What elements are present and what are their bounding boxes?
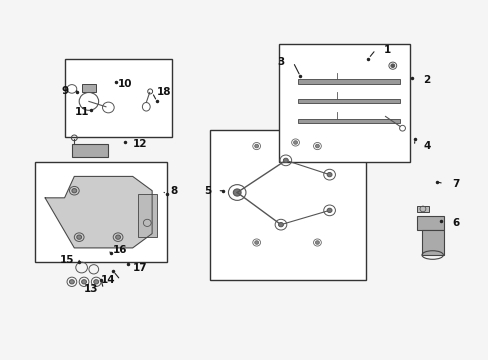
Text: 5: 5: [204, 186, 211, 196]
Polygon shape: [45, 176, 152, 248]
Bar: [210, 130, 366, 280]
Text: 13: 13: [84, 284, 99, 294]
Ellipse shape: [233, 189, 241, 196]
Ellipse shape: [278, 222, 283, 227]
Text: 12: 12: [132, 139, 147, 149]
Bar: [421, 230, 443, 255]
Ellipse shape: [72, 189, 77, 193]
Bar: [416, 206, 428, 212]
Ellipse shape: [77, 235, 81, 239]
Text: 1: 1: [384, 45, 391, 55]
Ellipse shape: [116, 235, 120, 239]
Bar: [297, 99, 399, 103]
Ellipse shape: [315, 144, 319, 148]
Bar: [35, 162, 166, 262]
Ellipse shape: [326, 208, 331, 212]
Text: 17: 17: [132, 262, 147, 273]
Text: 18: 18: [157, 87, 171, 98]
Bar: [297, 118, 399, 123]
Text: 9: 9: [61, 86, 68, 96]
Ellipse shape: [254, 144, 258, 148]
Ellipse shape: [94, 280, 99, 284]
Text: 6: 6: [451, 218, 459, 228]
Ellipse shape: [326, 172, 331, 177]
Text: 11: 11: [74, 107, 89, 117]
Bar: [81, 84, 96, 93]
Bar: [297, 79, 399, 84]
Ellipse shape: [81, 280, 86, 284]
Bar: [64, 59, 171, 137]
Bar: [278, 44, 409, 162]
Bar: [416, 216, 443, 230]
Text: 15: 15: [60, 255, 74, 265]
Text: 7: 7: [451, 179, 459, 189]
Ellipse shape: [69, 280, 74, 284]
Ellipse shape: [283, 158, 287, 162]
Text: 10: 10: [118, 78, 132, 89]
Text: 3: 3: [277, 57, 284, 67]
Ellipse shape: [293, 141, 297, 144]
Text: 14: 14: [101, 275, 116, 285]
Bar: [72, 144, 108, 157]
Text: 16: 16: [113, 245, 127, 255]
Text: 2: 2: [422, 75, 429, 85]
Ellipse shape: [254, 241, 258, 244]
Text: 8: 8: [170, 186, 177, 196]
Bar: [137, 194, 157, 237]
Text: 4: 4: [422, 141, 429, 151]
Ellipse shape: [315, 241, 319, 244]
Ellipse shape: [390, 64, 394, 67]
